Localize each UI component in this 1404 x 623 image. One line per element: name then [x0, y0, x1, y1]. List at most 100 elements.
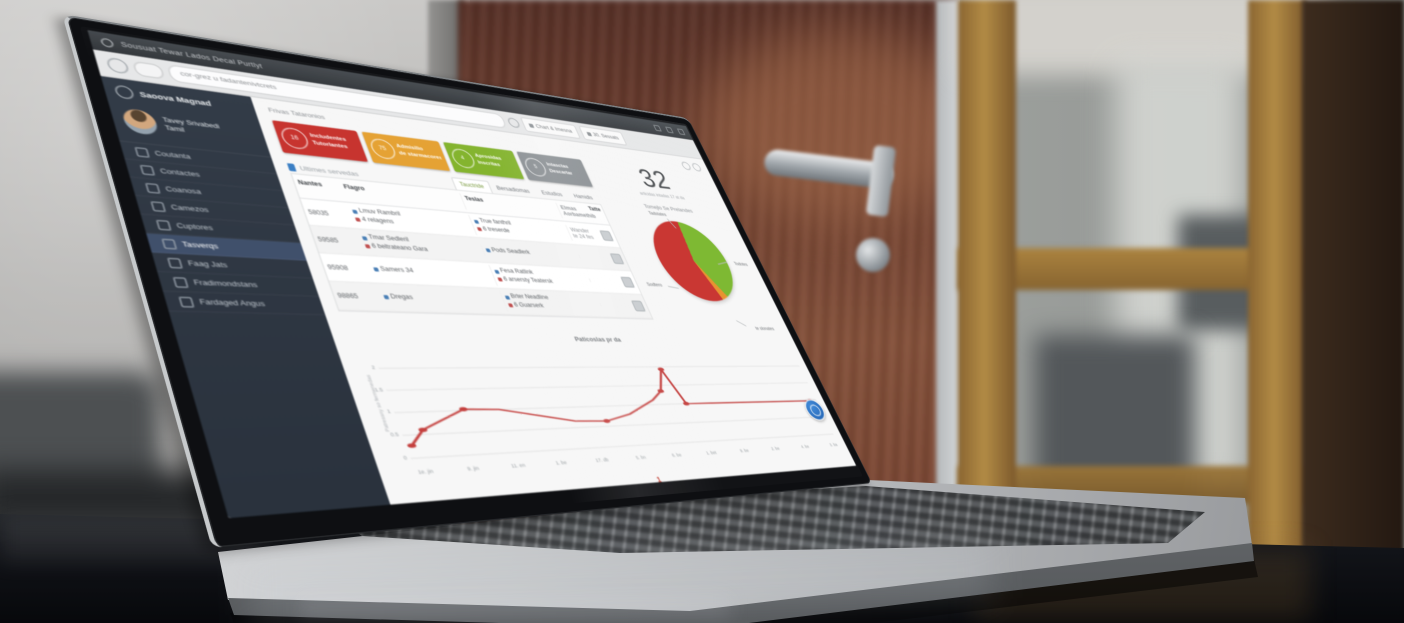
maximize-icon[interactable] — [665, 126, 674, 134]
row-action-button[interactable] — [631, 300, 646, 312]
cell-action — [606, 253, 627, 265]
minimize-icon[interactable] — [653, 124, 662, 132]
cell-text: 6 arsersty Teatersk — [502, 275, 555, 285]
sidebar-item-label: Coutanta — [153, 149, 192, 161]
back-icon[interactable] — [105, 56, 130, 75]
x-tick-label: 1. bet — [705, 450, 718, 457]
marker-icon — [508, 303, 514, 308]
sidebar-item-label: Coanosa — [164, 185, 203, 196]
person-icon — [473, 219, 480, 224]
pie-callout-line — [667, 285, 679, 289]
sidebar-item-label: Contactes — [159, 167, 201, 179]
pie-label: te slonates — [754, 326, 776, 332]
records-table: Nantes Flagro Teslas Elmas Aorbamethib T… — [290, 172, 654, 320]
kpi-badge-text: Intasctas Descartar — [546, 162, 575, 178]
cell-text: Pods Seadlerk — [490, 246, 532, 256]
y-tick-label: 1.5 — [373, 387, 384, 394]
y-tick-label: 1 — [386, 409, 392, 416]
refresh-icon[interactable] — [506, 117, 522, 129]
avatar — [120, 107, 161, 136]
chip-label: Chart & Imesna — [534, 123, 574, 134]
line-chart-title: Paticoslas pr da — [573, 336, 623, 344]
x-tick-label: 3. ba — [829, 443, 839, 449]
cell-note — [578, 254, 610, 261]
chat-icon — [145, 182, 161, 194]
person-icon — [373, 267, 380, 272]
badge-seal-icon — [807, 404, 823, 416]
cell-text: Samers 34 — [379, 265, 415, 275]
cell-teslas: Brter Neadline 6 Guarserk — [499, 290, 605, 315]
kpi-badge-text: Includentes Tutorlantes — [309, 133, 350, 152]
person-icon — [494, 269, 500, 274]
y-tick-label: 2 — [370, 365, 377, 372]
person-icon — [485, 248, 491, 253]
cell-line: Samers 34 — [372, 265, 491, 279]
y-tick-label: 0 — [402, 455, 409, 462]
sidebar-item-label: Cuptores — [175, 221, 214, 232]
kpi-badge-number: 16 — [278, 126, 312, 151]
kpi-badge: 16 Includentes Tutorlantes — [271, 120, 368, 162]
cell-text: 4 relagens — [360, 216, 395, 226]
box-icon — [155, 219, 172, 231]
x-tick-label: 17. db — [594, 457, 610, 465]
door-lock — [856, 238, 890, 272]
row-action-button[interactable] — [599, 230, 614, 242]
line-chart-panel: Paticoslas pr da Patressny so fermenedas… — [346, 333, 840, 478]
row-action-button[interactable] — [609, 253, 625, 265]
cell-action — [617, 276, 638, 288]
chip-label: 30. Sessats — [591, 131, 620, 141]
marker-icon — [364, 244, 371, 249]
sidebar-item-label: Tasverqs — [181, 240, 220, 251]
cell-text: 6 Guarserk — [513, 301, 545, 310]
close-icon[interactable] — [677, 128, 686, 136]
sidebar-item-label: Fardaged Angus — [198, 297, 266, 308]
person-icon — [383, 294, 390, 300]
marker-icon — [497, 277, 503, 282]
favicon-pill[interactable] — [132, 60, 166, 79]
pie-label: Todotes — [733, 261, 749, 268]
pie-callout-line — [736, 320, 747, 327]
kpi-badge: 5 Intasctas Descartar — [516, 151, 593, 187]
pie-label: Sodtero — [646, 282, 664, 289]
screen-reflection — [300, 596, 730, 620]
cell-line: Pods Seadlerk — [485, 246, 578, 260]
sidebar-item-label: Fradimondstans — [192, 278, 259, 289]
door-light-glow — [700, 30, 980, 220]
kpi-badge-text: Admisilio de starmacores — [395, 144, 442, 163]
cell-flagro: Samers 34 — [368, 263, 495, 282]
chart-icon — [528, 123, 535, 128]
cell-id: 59585 — [316, 235, 340, 245]
brand-logo-icon — [113, 84, 136, 100]
settings-icon[interactable] — [680, 160, 692, 171]
flag-icon — [178, 296, 195, 307]
person-icon — [351, 209, 358, 214]
sidebar-item-label: Camezos — [170, 203, 210, 214]
x-tick-label: 9. be — [739, 448, 751, 455]
cell-id: 98865 — [336, 291, 360, 300]
column-header: Nantes — [296, 179, 324, 189]
cell-id: 58035 — [307, 208, 330, 217]
x-tick-label: 4. be — [800, 444, 811, 451]
pie-label: Tadstates — [647, 211, 668, 218]
app-icon — [99, 37, 115, 48]
contacts-icon — [139, 164, 155, 176]
pie-chart — [637, 218, 749, 307]
x-tick-label: 11. en — [510, 463, 527, 470]
dark-wood-panel — [1302, 0, 1404, 623]
doc-icon — [134, 146, 150, 158]
cell-line: Dregas — [382, 293, 502, 306]
y-tick-label: 0.5 — [389, 432, 400, 439]
cell-note — [588, 278, 621, 284]
scissors-icon — [161, 238, 177, 249]
tag-icon — [167, 257, 183, 269]
kpi-badge: 4 Aprosidas Inscritas — [442, 142, 525, 180]
settings-icon — [172, 276, 189, 288]
row-action-button[interactable] — [620, 276, 635, 288]
person-icon — [361, 235, 368, 241]
cell-flagro: Dregas — [378, 290, 505, 307]
marker-icon — [355, 217, 361, 223]
courses-icon — [150, 200, 166, 212]
help-icon[interactable] — [690, 162, 703, 172]
kpi-badge-number: 75 — [367, 137, 399, 161]
